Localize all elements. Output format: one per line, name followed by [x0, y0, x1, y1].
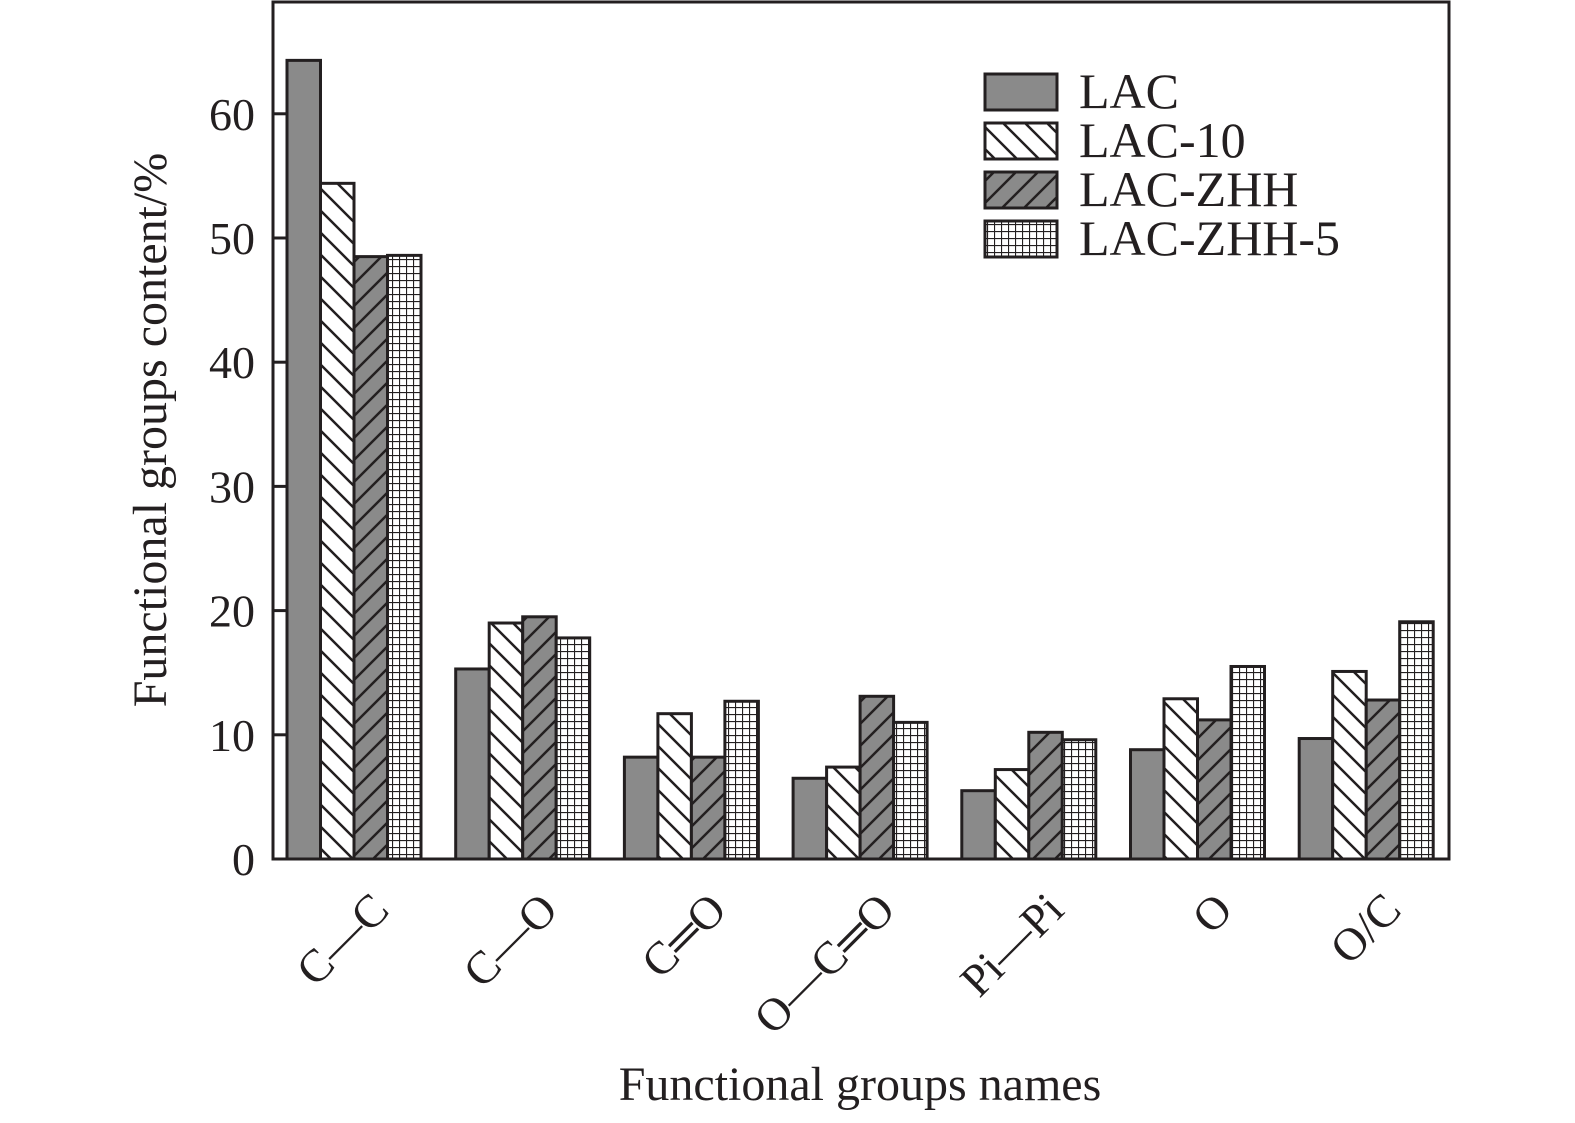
x-category-label: Pi—Pi	[950, 883, 1073, 1006]
bar-lac-3	[791, 776, 829, 861]
y-tick-label: 0	[232, 834, 255, 885]
bar-lac-0	[285, 58, 322, 861]
legend-swatch-lac	[983, 72, 1059, 112]
bar-lac-2	[622, 755, 660, 861]
bar-lac-zhh-5	[1196, 718, 1233, 861]
bar-lac-6	[1297, 737, 1335, 861]
x-category-label: O/C	[1320, 883, 1410, 973]
y-tick-label: 40	[209, 337, 255, 388]
bar-lac-10-3	[825, 765, 862, 861]
x-category-label: C—O	[453, 883, 567, 997]
bar-lac-zhh-5-2	[723, 699, 760, 861]
bar-lac-zhh-1	[521, 615, 558, 861]
bar-lac-5	[1129, 748, 1166, 861]
bar-lac-10-2	[656, 712, 693, 861]
bar-lac-10-5	[1162, 697, 1199, 861]
y-axis: 0 10 20 30 40 50 60	[209, 89, 286, 885]
y-axis-title: Functional groups content/%	[124, 153, 177, 708]
bar-lac-zhh-5-6	[1398, 620, 1435, 861]
bar-lac-4	[960, 789, 997, 861]
x-category-label: C—C	[286, 883, 398, 995]
bar-lac-zhh-3	[858, 694, 896, 861]
bar-lac-zhh-5-1	[554, 636, 592, 861]
plot-frame	[271, 0, 1451, 861]
bar-lac-10-1	[487, 621, 525, 861]
bar-lac-zhh-4	[1027, 730, 1064, 861]
legend-swatch-lac-zhh-5	[983, 219, 1059, 259]
bar-lac-10-0	[319, 181, 356, 861]
bar-lac-zhh-6	[1364, 698, 1402, 861]
y-tick-label: 20	[209, 586, 255, 637]
bar-lac-1	[454, 667, 491, 861]
bar-lac-zhh-5-0	[386, 253, 423, 861]
bars-layer	[285, 58, 1435, 861]
y-tick-label: 10	[209, 710, 255, 761]
bar-lac-zhh-5-3	[892, 720, 929, 861]
bar-lac-10-6	[1331, 669, 1368, 861]
bar-lac-zhh-0	[352, 255, 389, 861]
y-tick-label: 30	[209, 461, 255, 512]
legend-label: LAC	[1079, 63, 1179, 119]
legend-swatch-lac-10	[983, 121, 1059, 161]
legend-label: LAC-ZHH	[1079, 161, 1298, 217]
bar-lac-zhh-5-5	[1229, 664, 1266, 861]
x-axis-title: Functional groups names	[619, 1058, 1102, 1111]
bar-lac-10-4	[993, 768, 1031, 861]
x-category-label: O	[1182, 883, 1242, 943]
x-category-label: O—C═O	[744, 883, 904, 1043]
legend-label: LAC-ZHH-5	[1079, 210, 1340, 266]
legend-swatch-lac-zhh	[983, 170, 1059, 210]
bar-lac-zhh-2	[689, 755, 727, 861]
y-tick-label: 50	[209, 213, 255, 264]
y-tick-label: 60	[209, 89, 255, 140]
x-axis: C—C C—O C═O O—C═O Pi—Pi O O/C	[286, 883, 1410, 1043]
bar-lac-zhh-5-4	[1060, 738, 1098, 861]
legend-label: LAC-10	[1079, 112, 1246, 168]
x-category-label: C═O	[631, 883, 735, 987]
